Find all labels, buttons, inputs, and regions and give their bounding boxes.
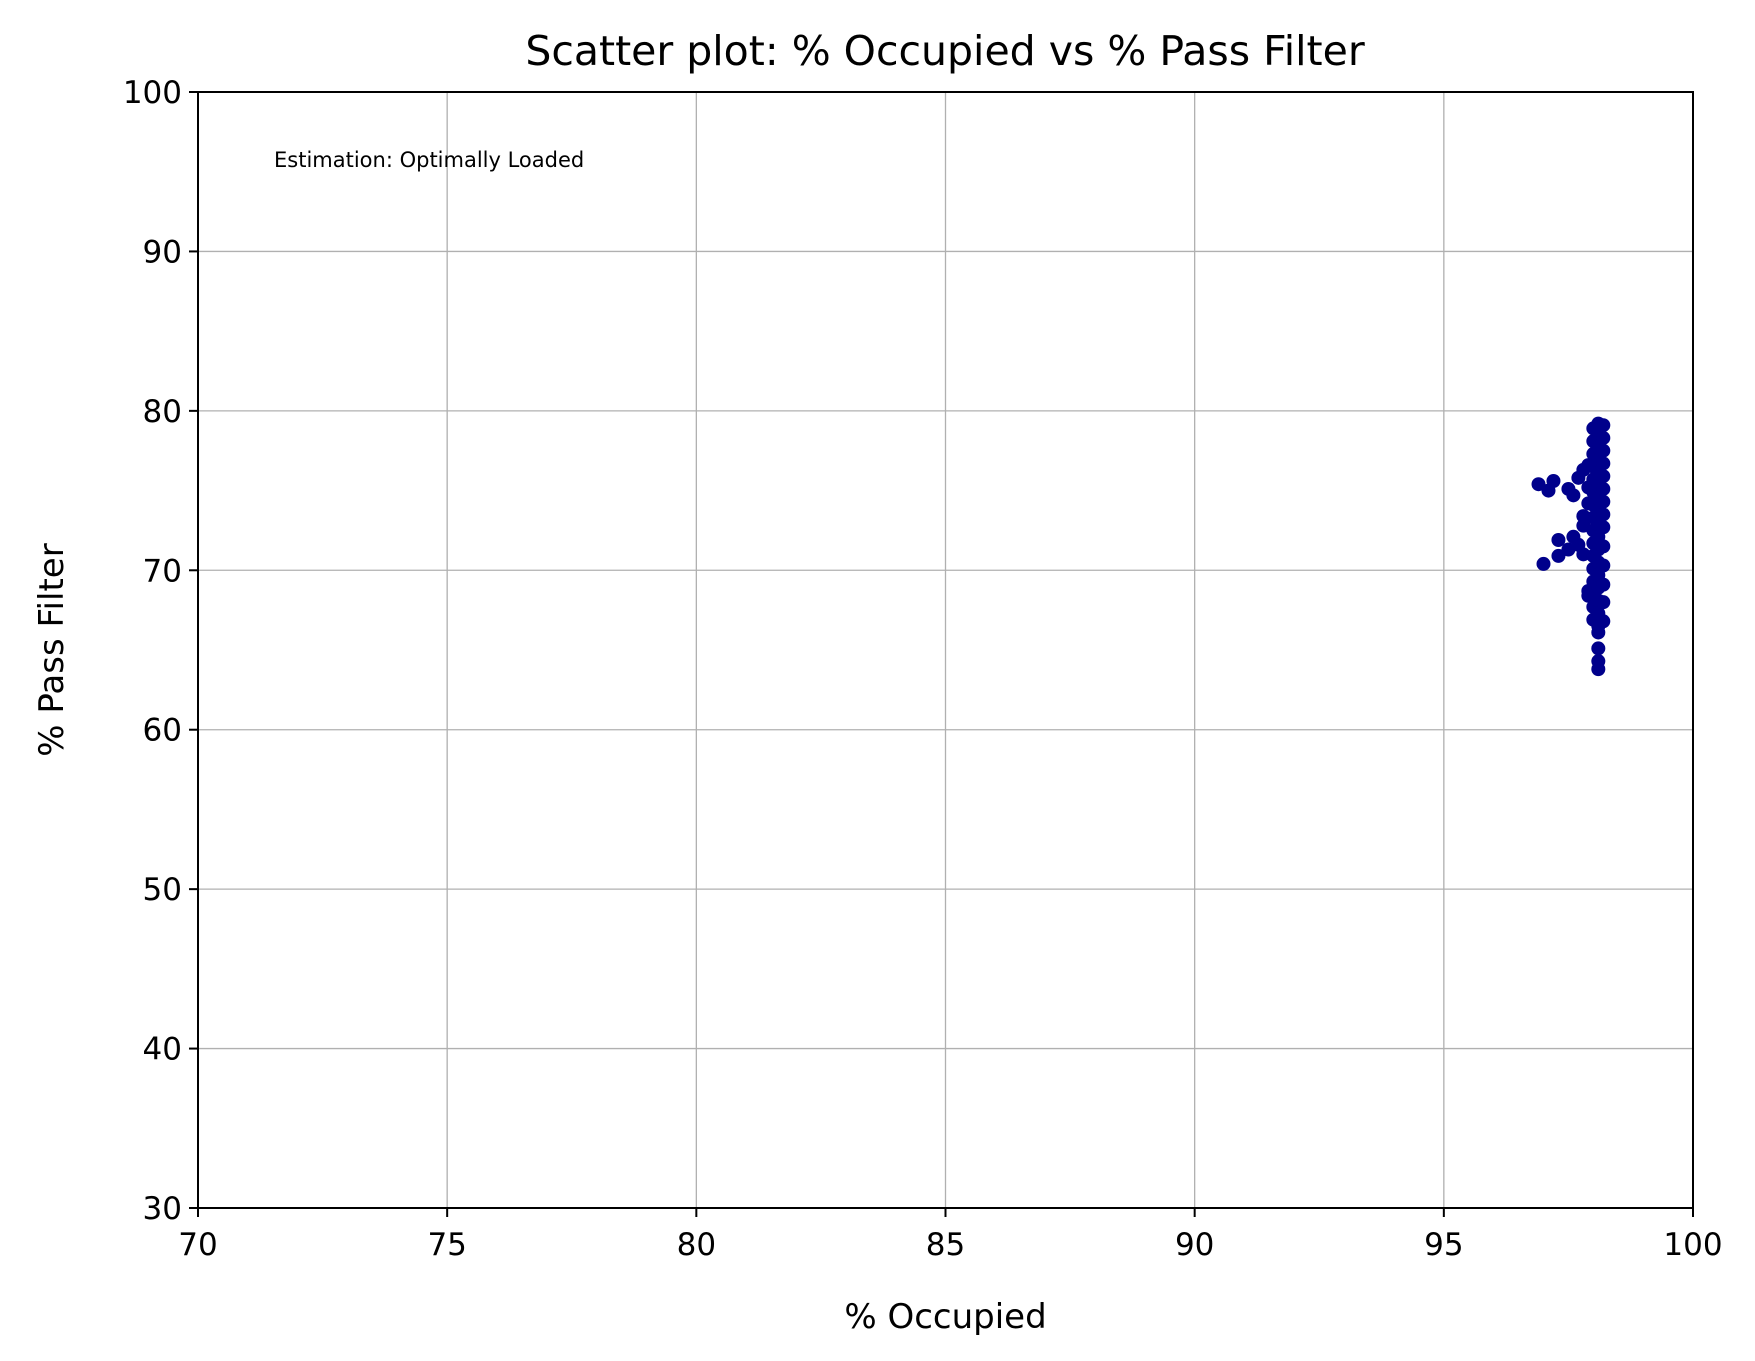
- scatter-point: [1536, 556, 1551, 571]
- scatter-point: [1551, 548, 1566, 563]
- x-tick-label: 85: [926, 1227, 965, 1263]
- y-tick-label: 90: [143, 234, 182, 270]
- chart-title: Scatter plot: % Occupied vs % Pass Filte…: [525, 27, 1365, 75]
- scatter-point: [1596, 507, 1611, 522]
- x-tick-label: 100: [1663, 1227, 1722, 1263]
- y-tick-label: 70: [143, 553, 182, 589]
- scatter-point: [1596, 443, 1611, 458]
- scatter-point: [1591, 641, 1606, 656]
- x-tick-label: 95: [1424, 1227, 1463, 1263]
- x-axis-title: % Occupied: [844, 1297, 1046, 1337]
- scatter-points: [1531, 416, 1611, 677]
- y-axis-title: % Pass Filter: [32, 543, 72, 756]
- scatter-point: [1531, 477, 1546, 492]
- x-tick-label: 90: [1175, 1227, 1214, 1263]
- scatter-point: [1596, 494, 1611, 509]
- scatter-point: [1591, 662, 1606, 677]
- scatter-point: [1596, 430, 1611, 445]
- x-tick-label: 80: [677, 1227, 716, 1263]
- scatter-point: [1591, 625, 1606, 640]
- x-axis-ticks: 70 75 80 85 90 95 100: [178, 1208, 1723, 1263]
- x-tick-label: 75: [427, 1227, 466, 1263]
- scatter-point: [1551, 532, 1566, 547]
- estimation-annotation: Estimation: Optimally Loaded: [274, 148, 584, 172]
- scatter-point: [1596, 614, 1611, 629]
- scatter-point: [1596, 520, 1611, 535]
- grid-lines: [197, 91, 1694, 1209]
- scatter-point: [1596, 539, 1611, 554]
- y-tick-label: 30: [143, 1191, 182, 1227]
- scatter-point: [1596, 595, 1611, 610]
- scatter-point: [1596, 418, 1611, 433]
- scatter-point: [1596, 469, 1611, 484]
- y-axis-ticks: 30 40 50 60 70 80 90 100: [123, 75, 198, 1227]
- scatter-point: [1596, 558, 1611, 573]
- y-tick-label: 50: [143, 872, 182, 908]
- y-tick-label: 100: [123, 75, 182, 111]
- scatter-point: [1596, 456, 1611, 471]
- y-tick-label: 60: [143, 713, 182, 749]
- y-tick-label: 80: [143, 394, 182, 430]
- y-tick-label: 40: [143, 1032, 182, 1068]
- scatter-point: [1596, 577, 1611, 592]
- x-tick-label: 70: [178, 1227, 217, 1263]
- scatter-point: [1546, 474, 1561, 489]
- scatter-point: [1566, 488, 1581, 503]
- scatter-point: [1596, 481, 1611, 496]
